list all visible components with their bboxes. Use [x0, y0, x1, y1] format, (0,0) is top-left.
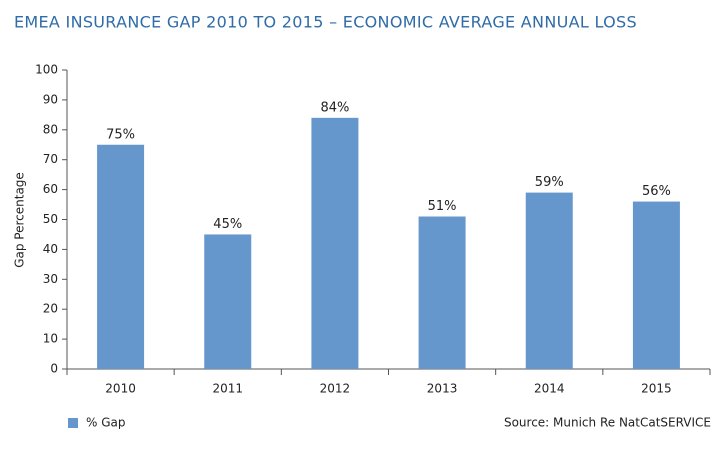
chart-title: EMEA INSURANCE GAP 2010 TO 2015 – ECONOM… [14, 13, 637, 32]
bar [311, 117, 359, 369]
y-tick-label: 60 [43, 182, 58, 196]
value-label: 45% [213, 217, 242, 232]
x-tick-label: 2015 [641, 382, 672, 396]
y-tick-label: 30 [43, 272, 58, 286]
x-tick-label: 2010 [105, 382, 136, 396]
bar [632, 201, 680, 369]
bar [418, 216, 466, 369]
value-label: 75% [106, 127, 135, 142]
x-tick-label: 2013 [427, 382, 458, 396]
x-tick-label: 2014 [534, 382, 565, 396]
value-label: 84% [320, 100, 349, 115]
y-tick-label: 10 [43, 332, 58, 346]
y-tick-label: 20 [43, 302, 58, 316]
value-label: 59% [535, 175, 564, 190]
y-tick-label: 50 [43, 212, 58, 226]
y-tick-label: 70 [43, 152, 58, 166]
y-axis-label: Gap Percentage [13, 172, 27, 268]
x-tick-label: 2011 [212, 382, 243, 396]
y-tick-label: 90 [43, 92, 58, 106]
bar [204, 234, 252, 369]
value-label: 51% [428, 199, 457, 214]
bar [97, 144, 145, 369]
y-tick-label: 100 [35, 63, 58, 77]
x-tick-label: 2012 [320, 382, 351, 396]
legend-swatch [68, 418, 78, 428]
legend-label: % Gap [86, 416, 126, 430]
y-tick-label: 40 [43, 242, 58, 256]
y-tick-label: 0 [50, 362, 58, 376]
y-tick-label: 80 [43, 122, 58, 136]
source-note: Source: Munich Re NatCatSERVICE [504, 416, 711, 430]
bar [525, 192, 573, 369]
value-label: 56% [642, 184, 671, 199]
